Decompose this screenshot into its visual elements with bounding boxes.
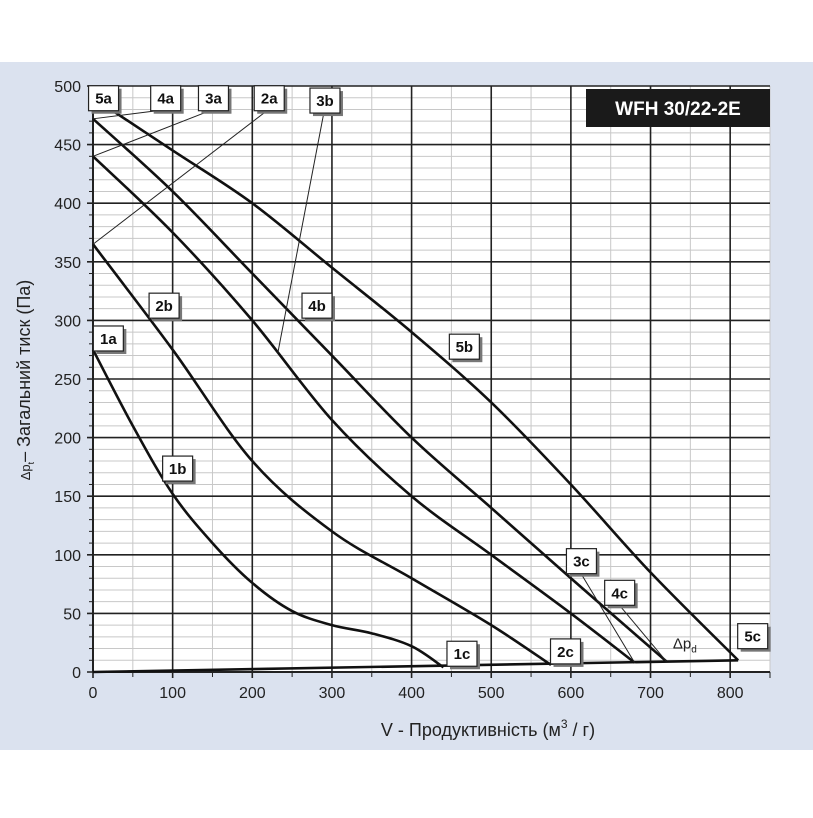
- curve-label-1c: 1c: [446, 640, 480, 670]
- label-text: 5a: [95, 91, 112, 108]
- label-text: 3b: [316, 93, 334, 110]
- curve-4: [92, 117, 668, 663]
- curve-label-2a: 2a: [253, 85, 288, 114]
- y-tick-label: 0: [72, 665, 81, 682]
- label-box: [148, 292, 180, 319]
- y-axis-label-text: – Загальний тиск (Па): [14, 280, 34, 462]
- x-tick-label: 300: [319, 685, 346, 702]
- x-axis-label-end: / г): [568, 720, 596, 740]
- label-box: [446, 640, 478, 667]
- label-box: [549, 638, 582, 665]
- y-axis-symbol: Δp: [18, 464, 33, 480]
- leader-line: [580, 572, 636, 663]
- x-tick-label: 800: [717, 685, 744, 702]
- title-box: WFH 30/22-2E: [586, 89, 770, 127]
- curve-label-2c: 2c: [549, 638, 584, 667]
- label-box: [150, 85, 182, 112]
- curve-label-3a: 3a: [197, 85, 232, 114]
- label-box: [604, 579, 636, 606]
- curve-label-5a: 5a: [87, 85, 122, 114]
- y-tick-label: 150: [54, 489, 81, 506]
- dynamic-pressure-label: Δpd: [673, 636, 697, 656]
- axes: 0 50 100 150 200 250 300 350 400 450 500 0 100 200 300…: [54, 79, 771, 702]
- label-box: [197, 85, 230, 112]
- curve-label-1b: 1b: [162, 455, 196, 485]
- y-tick-label: 100: [54, 548, 81, 565]
- grid: [87, 85, 771, 678]
- label-box: [253, 85, 285, 112]
- x-axis-label-sup: 3: [561, 717, 568, 731]
- leader-line: [277, 111, 325, 354]
- label-text: 3c: [573, 554, 590, 571]
- leader-line: [92, 109, 269, 245]
- curve-label-1a: 1a: [92, 325, 127, 354]
- leader-line: [92, 109, 213, 157]
- y-tick-label: 300: [54, 313, 81, 330]
- y-tick-label: 450: [54, 138, 81, 155]
- y-tick-label: 350: [54, 255, 81, 272]
- dynamic-pressure-sub: d: [691, 645, 697, 656]
- y-tick-label: 50: [63, 606, 81, 623]
- label-text: 2c: [557, 644, 574, 661]
- label-box: [87, 85, 120, 112]
- curve-dynamic-pressure: [92, 658, 739, 674]
- label-text: 4a: [157, 91, 174, 108]
- dynamic-pressure-symbol: Δp: [673, 636, 691, 653]
- y-tick-label: 500: [54, 79, 81, 96]
- leader-line: [618, 603, 667, 662]
- x-axis-label: V - Продуктивність (м3 / г): [381, 717, 595, 740]
- x-tick-label: 0: [89, 685, 98, 702]
- curve-label-4b: 4b: [301, 292, 336, 322]
- curve-3: [92, 155, 636, 664]
- label-text: 5b: [456, 339, 474, 356]
- curve-label-5b: 5b: [448, 333, 483, 363]
- curve-1: [91, 349, 445, 669]
- x-tick-label: 200: [239, 685, 266, 702]
- curve-5: [92, 96, 740, 662]
- label-box: [448, 333, 480, 360]
- label-box: [92, 325, 124, 352]
- y-tick-label: 400: [54, 196, 81, 213]
- label-text: 3a: [205, 91, 222, 108]
- label-text: 1c: [454, 646, 471, 663]
- label-text: 1b: [169, 461, 187, 478]
- label-box: [737, 623, 769, 650]
- label-box: [309, 87, 341, 114]
- curve-2: [91, 243, 552, 667]
- curves: [91, 96, 740, 674]
- curve-label-3c: 3c: [565, 548, 600, 577]
- y-tick-label: 250: [54, 372, 81, 389]
- x-tick-label: 500: [478, 685, 505, 702]
- y-axis-label: Δpt– Загальний тиск (Па): [14, 280, 36, 481]
- x-tick-label: 700: [637, 685, 664, 702]
- curve-label-5c: 5c: [737, 623, 771, 652]
- label-text: 4b: [308, 298, 326, 315]
- label-text: 4c: [611, 585, 628, 602]
- label-box: [565, 548, 598, 575]
- x-axis-label-main: V - Продуктивність (м: [381, 720, 561, 740]
- curve-labels: 5a 4a 3a 2a 3b 1a 2b 4b 5b 1b 1c 2c 3c 4c 5c Δpd: [87, 85, 771, 670]
- label-text: 1a: [100, 331, 117, 348]
- label-box: [162, 455, 194, 482]
- label-box: [301, 292, 333, 319]
- label-text: 2a: [261, 91, 278, 108]
- chart-title: WFH 30/22-2E: [615, 99, 741, 120]
- x-tick-label: 400: [398, 685, 425, 702]
- y-axis-symbol-sub: t: [26, 461, 36, 464]
- curve-label-4a: 4a: [150, 85, 184, 114]
- y-tick-label: 200: [54, 431, 81, 448]
- x-tick-label: 100: [159, 685, 186, 702]
- curve-label-2b: 2b: [148, 292, 183, 322]
- x-tick-label: 600: [558, 685, 585, 702]
- curve-label-4c: 4c: [604, 579, 638, 609]
- curve-label-3b: 3b: [309, 87, 343, 117]
- label-text: 5c: [744, 629, 761, 646]
- label-text: 2b: [155, 298, 173, 315]
